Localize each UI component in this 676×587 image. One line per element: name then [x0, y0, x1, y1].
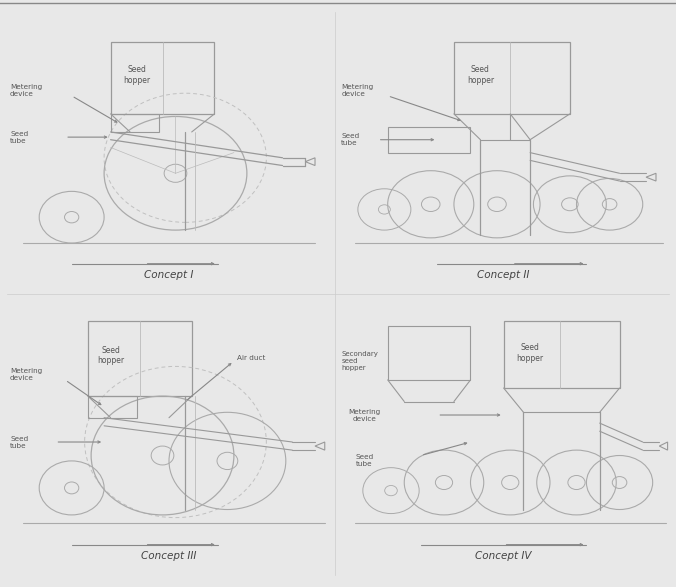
Text: Secondary
seed
hopper: Secondary seed hopper	[341, 351, 378, 371]
Text: Seed
hopper: Seed hopper	[516, 343, 544, 363]
Text: Concept III: Concept III	[141, 551, 197, 562]
Text: Seed
hopper: Seed hopper	[467, 65, 494, 85]
Text: Seed
tube: Seed tube	[10, 131, 28, 144]
Bar	[88, 321, 192, 396]
Text: Metering
device: Metering device	[348, 409, 381, 421]
Text: Concept I: Concept I	[144, 270, 194, 280]
Text: Metering
device: Metering device	[10, 84, 43, 97]
Bar	[454, 42, 570, 114]
Text: Concept II: Concept II	[477, 270, 530, 280]
Bar	[388, 127, 470, 153]
Text: Concept IV: Concept IV	[475, 551, 532, 562]
Bar	[111, 42, 214, 114]
Text: Seed
tube: Seed tube	[341, 133, 360, 146]
Text: Seed
hopper: Seed hopper	[123, 65, 150, 85]
Text: Seed
hopper: Seed hopper	[97, 346, 124, 365]
Text: Seed
tube: Seed tube	[10, 436, 28, 448]
Bar	[111, 114, 160, 132]
Text: Metering
device: Metering device	[10, 368, 43, 381]
Text: Metering
device: Metering device	[341, 84, 374, 97]
Bar	[88, 396, 137, 418]
Bar	[388, 326, 470, 380]
Text: Air duct: Air duct	[237, 355, 266, 362]
Text: Seed
tube: Seed tube	[356, 454, 374, 467]
Bar	[504, 321, 619, 388]
